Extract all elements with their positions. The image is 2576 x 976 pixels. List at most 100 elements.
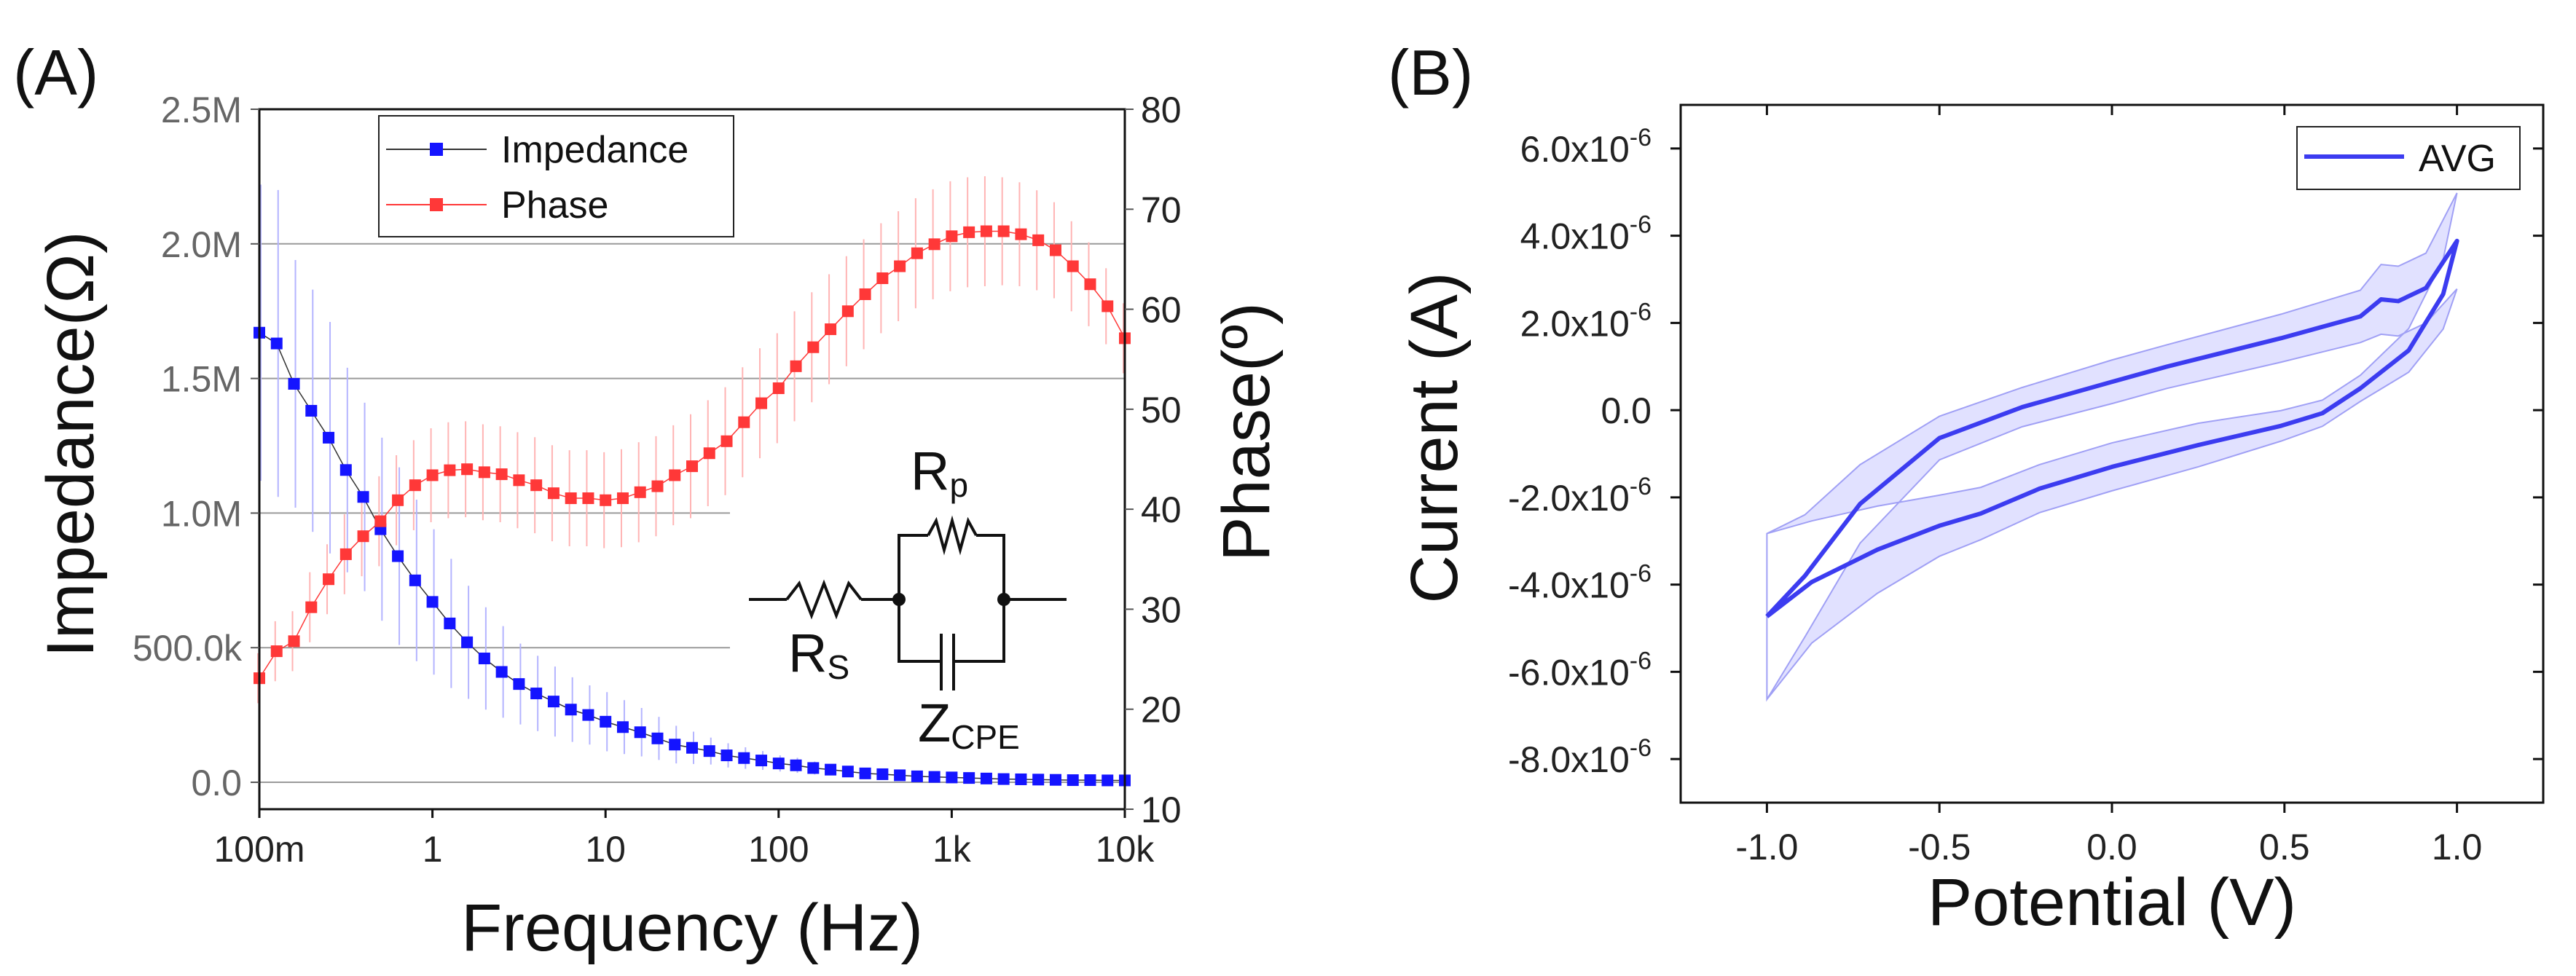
impedance-point	[600, 715, 612, 728]
y2-axis-label: Phase(º)	[1209, 302, 1284, 562]
node-dot	[997, 593, 1010, 606]
legend-label: Impedance	[501, 129, 688, 171]
phase-point	[600, 494, 612, 506]
std-band	[1766, 192, 2458, 702]
y-tick-mantissa: 2.0x10	[1520, 303, 1630, 344]
phase-point	[323, 573, 335, 586]
y-tick-label: 1.5M	[161, 359, 242, 400]
phase-point	[1067, 260, 1079, 272]
y-tick-label: -2.0x10-6	[1508, 473, 1652, 519]
impedance-point	[1067, 774, 1079, 787]
impedance-point	[980, 772, 992, 784]
impedance-point	[738, 752, 750, 764]
impedance-point	[288, 378, 300, 390]
resistor-rs-icon	[785, 579, 863, 620]
circuit-label-rp-sub: p	[949, 466, 968, 504]
impedance-point	[444, 617, 456, 629]
phase-point	[946, 230, 958, 243]
panel-label: (B)	[1388, 36, 1473, 109]
impedance-point	[392, 550, 404, 562]
phase-point	[288, 635, 300, 648]
y-tick-exponent: -6	[1630, 124, 1652, 151]
legend-marker	[430, 198, 443, 211]
panel-b-cv-chart: (B)-1.0 -0.5 0.0 0.5 1.06.0x10-64.0x10-62.0x…	[1388, 36, 2545, 940]
legend-marker	[430, 143, 443, 156]
impedance-point	[755, 755, 768, 767]
legend-label: AVG	[2419, 138, 2496, 180]
phase-point	[807, 341, 820, 353]
circuit-label-zcpe: ZCPE	[918, 693, 1020, 756]
circuit-label-rp: Rp	[911, 441, 968, 504]
x-tick-label: 0.5	[2259, 827, 2310, 867]
phase-point	[634, 486, 646, 498]
phase-point	[565, 492, 577, 505]
phase-point	[1032, 234, 1045, 246]
x-tick-label: 1.0	[2432, 827, 2483, 867]
y-tick-label: -8.0x10-6	[1508, 734, 1652, 780]
impedance-point	[651, 732, 664, 744]
phase-point	[980, 225, 992, 237]
phase-point	[669, 469, 681, 481]
phase-point	[911, 247, 923, 259]
phase-point	[339, 548, 352, 560]
impedance-point	[876, 768, 889, 780]
impedance-point	[1084, 774, 1096, 787]
x-tick-label: 10	[585, 829, 626, 870]
phase-point	[444, 464, 456, 476]
phase-point	[530, 479, 543, 492]
y-tick-label: 1.0M	[161, 493, 242, 534]
x-tick-label: -1.0	[1735, 827, 1798, 867]
x-axis-label: Frequency (Hz)	[461, 891, 923, 965]
y-tick-label: 500.0k	[133, 628, 243, 669]
y-tick-label: -6.0x10-6	[1508, 647, 1652, 693]
y-tick-mantissa: 4.0x10	[1520, 216, 1630, 257]
circuit-label-zcpe-sub: CPE	[951, 718, 1020, 756]
x-tick-label: 1k	[932, 829, 972, 870]
impedance-point	[928, 771, 941, 783]
y-axis-label: Current (A)	[1397, 272, 1472, 604]
phase-point	[841, 305, 854, 318]
y-tick-mantissa: -6.0x10	[1508, 652, 1630, 693]
impedance-point	[790, 759, 802, 771]
avg-cv-curve	[1765, 238, 2459, 618]
y2-tick-label: 80	[1141, 90, 1182, 130]
y-tick-exponent: -6	[1630, 298, 1652, 326]
circuit-label-rs-sub: S	[827, 648, 849, 686]
impedance-point	[357, 491, 369, 503]
circuit-label-rs-main: R	[788, 623, 827, 683]
y2-tick-label: 10	[1141, 790, 1182, 830]
y2-tick-label: 70	[1141, 189, 1182, 230]
phase-point	[1084, 278, 1096, 291]
impedance-point	[616, 721, 629, 733]
impedance-point	[426, 596, 439, 608]
phase-point	[1049, 244, 1061, 256]
y-tick-label: 6.0x10-6	[1520, 124, 1652, 170]
y2-tick-label: 20	[1141, 690, 1182, 731]
legend-box	[378, 115, 734, 237]
plot-frame	[258, 108, 1126, 811]
phase-line	[259, 230, 1126, 679]
impedance-line	[259, 332, 1125, 782]
phase-point	[409, 479, 421, 492]
impedance-point	[686, 741, 698, 754]
phase-point	[616, 492, 629, 505]
y-tick-exponent: -6	[1630, 647, 1652, 674]
impedance-point	[997, 773, 1010, 785]
equivalent-circuit-inset	[749, 515, 1067, 690]
phase-point	[513, 474, 525, 487]
phase-point	[495, 468, 508, 481]
wire	[954, 599, 1005, 663]
circuit-label-zcpe-main: Z	[918, 693, 951, 753]
impedance-point	[772, 757, 785, 770]
impedance-point	[911, 770, 923, 782]
impedance-point	[495, 666, 508, 678]
y-tick-label: -4.0x10-6	[1508, 560, 1652, 606]
y-tick-label: 2.0M	[161, 224, 242, 265]
phase-point	[651, 480, 664, 492]
x-tick-label: 1	[423, 829, 443, 870]
y-tick-label: 2.0x10-6	[1520, 298, 1652, 344]
y2-tick-label: 30	[1141, 589, 1182, 630]
phase-point	[755, 397, 768, 409]
y2-tick-label: 40	[1141, 489, 1182, 530]
impedance-point	[547, 696, 559, 708]
